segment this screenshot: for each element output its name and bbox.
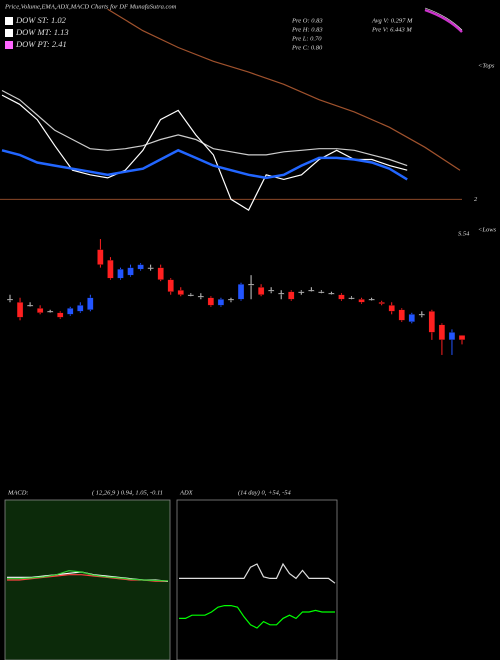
candle-body [278,293,285,295]
candle-body [358,299,365,303]
legend-label: DOW ST: 1.02 [15,15,67,25]
page-title: Price,Volume,EMA,ADX,MACD Charts for DF … [4,3,177,10]
candle-body [348,297,355,299]
candle-body [298,291,305,293]
candle-body [227,299,235,301]
candle-body [288,291,295,300]
candle-body [308,290,315,292]
candle-body [197,296,204,298]
last-label: S.54 [458,230,470,237]
panel-params: (14 day) 0, +54, -54 [238,489,292,496]
legend-swatch [5,41,13,49]
legend-swatch [5,29,13,37]
tops-label: <Tops [478,62,495,69]
candle-body [137,264,144,270]
series-line [7,570,169,582]
candle-body [237,284,245,300]
candle-body [77,305,84,312]
stat: Pre H: 0.83 [291,26,323,33]
panel-label: ADX [179,489,194,496]
candle-body [6,299,14,301]
candle-body [458,335,466,341]
candle-body [368,299,375,301]
decor-curve [424,8,463,33]
candle-body [147,267,154,269]
series-line [179,605,335,629]
candle-body [107,259,114,279]
candle-body [448,332,456,341]
stats: Pre O: 0.83 Pre H: 0.83 Pre L: 0.70 Pre C: … [291,17,413,51]
candle-body [408,314,415,322]
candle-body [257,287,265,295]
panel-label: MACD: [7,489,29,496]
candle-body [438,324,446,341]
panel-background [176,499,338,660]
candle-body [318,291,325,293]
series-line [1,94,408,211]
series-line [107,8,461,171]
series-line [179,562,336,584]
candle-body [167,279,174,292]
legend-label: DOW PT: 2.41 [15,39,67,49]
stat: Avg V: 0.297 M [371,17,413,24]
candle-body [97,249,104,265]
candle-body [16,302,24,318]
candle-body [247,284,255,286]
candle-body [428,311,436,333]
candle-body [177,290,184,295]
candle-body [328,293,335,295]
candle-body [217,299,225,306]
legend-label: DOW MT: 1.13 [15,27,69,37]
candle-body [187,294,194,296]
candle-body [67,308,74,315]
candle-body [117,268,124,279]
candle-body [47,311,54,313]
candle-body [87,297,94,310]
candle-body [418,314,425,316]
candle-body [157,267,164,280]
candle-body [378,302,385,304]
plots: 2 MACD: ( 12,26,9 ) 0.94, 1.05, -0.11 ADX (1… [0,8,478,660]
stat: Pre O: 0.83 [291,17,323,24]
decor-curve [424,7,463,31]
candle-body [207,297,215,306]
series-line [1,148,408,181]
y-tick-label: 2 [474,196,478,203]
candle-body [398,309,405,321]
candle-body [57,312,64,318]
stat: Pre L: 0.70 [291,35,322,42]
candle-body [36,308,44,313]
lows-label: <Lows [478,226,497,233]
candle-body [127,267,134,276]
candle-body [388,305,395,312]
legend-swatch [5,17,13,25]
stat: Pre C: 0.80 [291,44,323,51]
stat: Pre V: 6.443 M [371,26,412,33]
candle-body [26,305,34,307]
candle-body [268,290,275,292]
legend: DOW ST: 1.02 DOW MT: 1.13 DOW PT: 2.41 [5,15,69,49]
panel-params: ( 12,26,9 ) 0.94, 1.05, -0.11 [92,489,163,496]
candle-body [338,294,345,300]
